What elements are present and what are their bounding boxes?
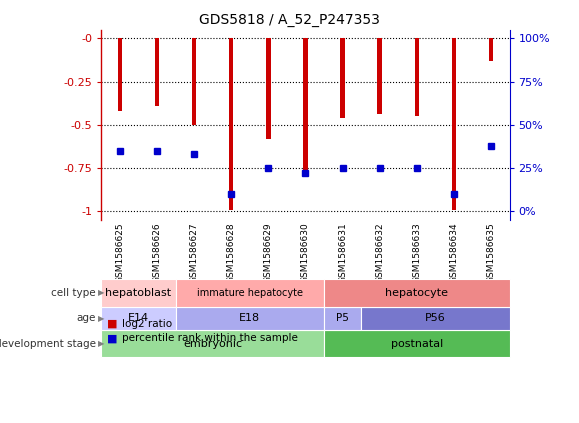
Text: age: age [76, 313, 96, 323]
Text: log2 ratio: log2 ratio [122, 319, 172, 329]
Bar [378, 38, 382, 114]
Bar [452, 38, 456, 209]
Bar [155, 38, 159, 106]
Text: ▶: ▶ [98, 339, 105, 348]
Text: E14: E14 [128, 313, 149, 323]
Text: E18: E18 [239, 313, 261, 323]
Text: percentile rank within the sample: percentile rank within the sample [122, 333, 298, 343]
Text: embryonic: embryonic [183, 339, 242, 349]
Text: ■: ■ [107, 319, 118, 329]
Text: hepatoblast: hepatoblast [105, 288, 171, 298]
Bar [229, 38, 233, 209]
Text: ▶: ▶ [98, 288, 105, 297]
Text: GDS5818 / A_52_P247353: GDS5818 / A_52_P247353 [199, 13, 380, 27]
Bar [192, 38, 196, 125]
Text: ■: ■ [107, 333, 118, 343]
Text: development stage: development stage [0, 339, 96, 349]
Text: cell type: cell type [51, 288, 96, 298]
Bar [415, 38, 419, 116]
Bar [489, 38, 493, 61]
Text: hepatocyte: hepatocyte [385, 288, 448, 298]
Bar [266, 38, 270, 139]
Text: immature hepatocyte: immature hepatocyte [197, 288, 303, 298]
Text: ▶: ▶ [98, 314, 105, 323]
Bar [118, 38, 122, 111]
Text: P56: P56 [425, 313, 446, 323]
Text: P5: P5 [336, 313, 349, 323]
Text: postnatal: postnatal [391, 339, 443, 349]
Bar [340, 38, 345, 118]
Bar [303, 38, 307, 171]
